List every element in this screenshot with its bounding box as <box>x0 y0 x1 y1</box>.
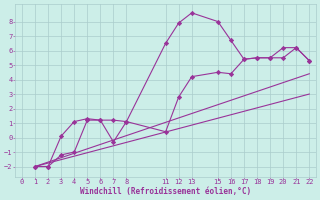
X-axis label: Windchill (Refroidissement éolien,°C): Windchill (Refroidissement éolien,°C) <box>80 187 251 196</box>
